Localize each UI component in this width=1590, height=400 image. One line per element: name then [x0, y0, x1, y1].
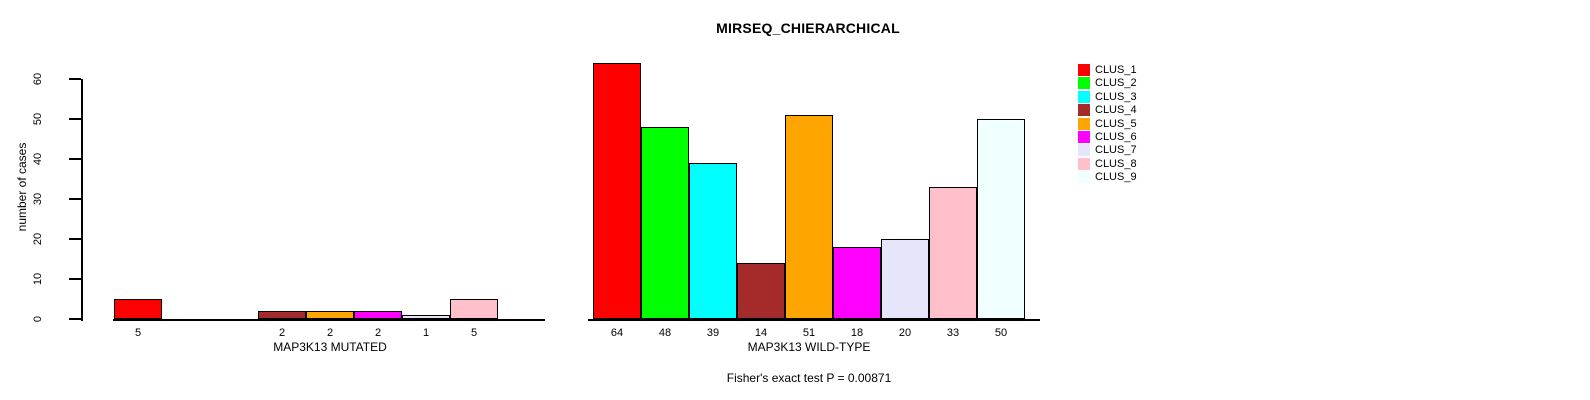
bar-clus_3 [689, 163, 737, 319]
bar-value-label: 2 [374, 327, 382, 339]
y-axis-tick [69, 198, 81, 200]
legend-label: CLUS_6 [1095, 131, 1137, 143]
legend-label: CLUS_8 [1095, 158, 1137, 170]
legend-item: CLUS_8 [1078, 158, 1137, 170]
bar-clus_8 [450, 299, 498, 319]
legend-item: CLUS_1 [1078, 64, 1137, 76]
legend-label: CLUS_1 [1095, 64, 1137, 76]
legend-swatch-clus_3 [1078, 91, 1090, 103]
bar-clus_9 [977, 119, 1025, 319]
y-axis-tick [69, 318, 81, 320]
bar-value-label: 33 [946, 327, 960, 339]
y-axis-tick-label: 60 [32, 72, 44, 86]
y-axis-tick-label: 20 [32, 232, 44, 246]
legend-swatch-clus_1 [1078, 64, 1090, 76]
legend-swatch-clus_9 [1078, 171, 1090, 183]
bar-value-label: 50 [994, 327, 1008, 339]
y-axis-tick [69, 158, 81, 160]
bar-clus_2 [641, 127, 689, 319]
bar-value-label: 2 [278, 327, 286, 339]
y-axis-tick [69, 118, 81, 120]
x-baseline [588, 319, 1040, 321]
x-axis-label-mutated: MAP3K13 MUTATED [273, 340, 387, 354]
y-axis-line [81, 79, 83, 321]
x-baseline [113, 319, 545, 321]
bar-clus_4 [258, 311, 306, 319]
bar-value-label: 51 [802, 327, 816, 339]
legend-label: CLUS_9 [1095, 171, 1137, 183]
y-axis-tick [69, 78, 81, 80]
bar-clus_4 [737, 263, 785, 319]
legend-label: CLUS_2 [1095, 77, 1137, 89]
legend-label: CLUS_3 [1095, 91, 1137, 103]
legend-item: CLUS_9 [1078, 171, 1137, 183]
bar-value-label: 18 [850, 327, 864, 339]
y-axis-tick-label: 10 [32, 272, 44, 286]
legend-swatch-clus_7 [1078, 144, 1090, 156]
y-axis-tick-label: 30 [32, 192, 44, 206]
legend-swatch-clus_2 [1078, 77, 1090, 89]
legend-item: CLUS_5 [1078, 118, 1137, 130]
bar-clus_7 [881, 239, 929, 319]
legend-swatch-clus_8 [1078, 158, 1090, 170]
legend-item: CLUS_3 [1078, 91, 1137, 103]
y-axis-tick [69, 278, 81, 280]
bar-clus_1 [114, 299, 162, 319]
bar-value-label: 1 [422, 327, 430, 339]
legend-label: CLUS_5 [1095, 118, 1137, 130]
legend-item: CLUS_4 [1078, 104, 1137, 116]
legend-label: CLUS_4 [1095, 104, 1137, 116]
bar-clus_7 [402, 315, 450, 319]
bar-value-label: 20 [898, 327, 912, 339]
bar-clus_5 [306, 311, 354, 319]
y-axis-tick-label: 0 [32, 315, 44, 323]
bar-value-label: 5 [134, 327, 142, 339]
legend-item: CLUS_2 [1078, 77, 1137, 89]
bar-value-label: 14 [754, 327, 768, 339]
bar-value-label: 64 [610, 327, 624, 339]
bar-clus_1 [593, 63, 641, 319]
y-axis-title: number of cases [15, 142, 29, 232]
fisher-test-annotation: Fisher's exact test P = 0.00871 [726, 371, 892, 385]
legend-item: CLUS_6 [1078, 131, 1137, 143]
bar-value-label: 5 [470, 327, 478, 339]
legend-label: CLUS_7 [1095, 144, 1137, 156]
bar-value-label: 2 [326, 327, 334, 339]
legend-swatch-clus_6 [1078, 131, 1090, 143]
bar-clus_8 [929, 187, 977, 319]
y-axis-tick-label: 50 [32, 112, 44, 126]
chart-title: MIRSEQ_CHIERARCHICAL [716, 20, 900, 36]
x-axis-label-wildtype: MAP3K13 WILD-TYPE [747, 340, 871, 354]
y-axis-tick [69, 238, 81, 240]
y-axis-tick-label: 40 [32, 152, 44, 166]
bar-clus_6 [354, 311, 402, 319]
legend-swatch-clus_4 [1078, 104, 1090, 116]
bar-clus_5 [785, 115, 833, 319]
legend-item: CLUS_7 [1078, 144, 1137, 156]
legend-swatch-clus_5 [1078, 118, 1090, 130]
bar-clus_6 [833, 247, 881, 319]
bar-value-label: 48 [658, 327, 672, 339]
bar-value-label: 39 [706, 327, 720, 339]
